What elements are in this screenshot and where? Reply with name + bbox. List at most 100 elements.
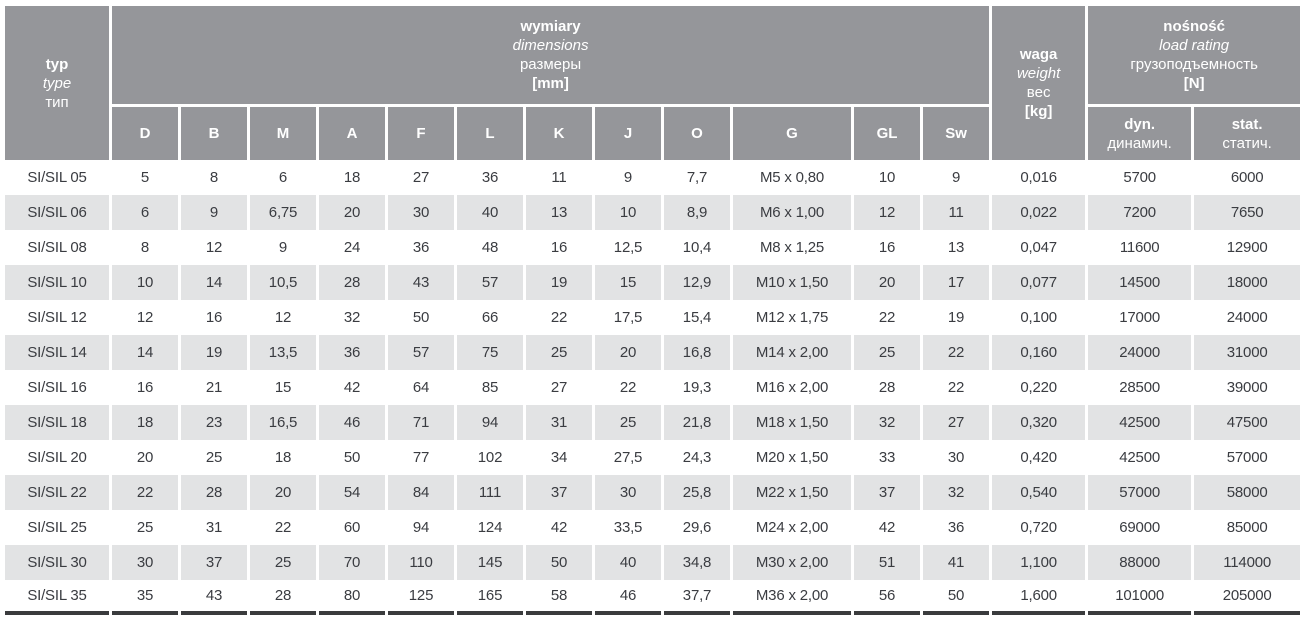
cell-dim: 14 bbox=[181, 265, 247, 300]
cell-dim: M16 x 2,00 bbox=[733, 370, 851, 405]
table-row: SI/SIL 30 30 37 25 70 110 145 50 40 34,8 M30 x 2,0… bbox=[5, 545, 1301, 580]
cell-type: SI/SIL 06 bbox=[5, 195, 109, 230]
table-row: SI/SIL 12 12 16 12 32 50 66 22 17,5 15,4 M12 x 1,7… bbox=[5, 300, 1301, 335]
load-unit: [N] bbox=[1183, 75, 1205, 92]
table-row: SI/SIL 14 14 19 13,5 36 57 75 25 20 16,8 M14 x 2,0… bbox=[5, 335, 1301, 370]
col-header-f: F bbox=[388, 107, 454, 160]
cell-dim: 25,8 bbox=[664, 475, 730, 510]
spec-table: typ type тип wymiary dimensions размеры … bbox=[2, 6, 1303, 615]
cell-dim: 125 bbox=[388, 580, 454, 615]
cell-dim: 9 bbox=[250, 230, 316, 265]
cell-dim: 20 bbox=[595, 335, 661, 370]
cell-dim: 31 bbox=[526, 405, 592, 440]
cell-dim: 46 bbox=[319, 405, 385, 440]
cell-dim: 42 bbox=[319, 370, 385, 405]
cell-dim: 31 bbox=[181, 510, 247, 545]
cell-weight: 0,160 bbox=[992, 335, 1086, 370]
table-row: SI/SIL 20 20 25 18 50 77 102 34 27,5 24,3 M20 x 1,… bbox=[5, 440, 1301, 475]
cell-dim: 46 bbox=[595, 580, 661, 615]
cell-stat: 57000 bbox=[1194, 440, 1301, 475]
cell-dim: 64 bbox=[388, 370, 454, 405]
col-header-l: L bbox=[457, 107, 523, 160]
col-header-b: B bbox=[181, 107, 247, 160]
dimensions-label-en: dimensions bbox=[512, 37, 589, 54]
cell-dim: 13 bbox=[526, 195, 592, 230]
cell-dim: 77 bbox=[388, 440, 454, 475]
table-body: SI/SIL 05 5 8 6 18 27 36 11 9 7,7 M5 x 0,80 10 9 0,01… bbox=[5, 160, 1301, 615]
cell-dim: 25 bbox=[181, 440, 247, 475]
type-label-ru: тип bbox=[45, 93, 69, 111]
cell-dim: 29,6 bbox=[664, 510, 730, 545]
cell-dim: 25 bbox=[250, 545, 316, 580]
col-header-o: O bbox=[664, 107, 730, 160]
cell-dyn: 14500 bbox=[1088, 265, 1192, 300]
cell-dim: 28 bbox=[181, 475, 247, 510]
cell-dim: 10 bbox=[112, 265, 178, 300]
cell-dim: 56 bbox=[854, 580, 920, 615]
cell-dim: M18 x 1,50 bbox=[733, 405, 851, 440]
cell-dim: 84 bbox=[388, 475, 454, 510]
cell-dim: 30 bbox=[923, 440, 990, 475]
table-row: SI/SIL 16 16 21 15 42 64 85 27 22 19,3 M16 x 2,00 2… bbox=[5, 370, 1301, 405]
cell-weight: 0,320 bbox=[992, 405, 1086, 440]
cell-dim: 50 bbox=[388, 300, 454, 335]
cell-dim: M24 x 2,00 bbox=[733, 510, 851, 545]
cell-dim: 36 bbox=[319, 335, 385, 370]
cell-dim: 18 bbox=[112, 405, 178, 440]
cell-dim: 23 bbox=[181, 405, 247, 440]
cell-dim: M5 x 0,80 bbox=[733, 160, 851, 195]
cell-dim: 50 bbox=[526, 545, 592, 580]
cell-weight: 0,420 bbox=[992, 440, 1086, 475]
cell-dim: 66 bbox=[457, 300, 523, 335]
cell-dim: 13 bbox=[923, 230, 990, 265]
cell-dim: 12,9 bbox=[664, 265, 730, 300]
cell-dim: 33 bbox=[854, 440, 920, 475]
cell-dim: 27,5 bbox=[595, 440, 661, 475]
cell-dim: 27 bbox=[923, 405, 990, 440]
cell-weight: 0,720 bbox=[992, 510, 1086, 545]
cell-stat: 31000 bbox=[1194, 335, 1301, 370]
cell-dim: 9 bbox=[923, 160, 990, 195]
stat-label-en: stat. bbox=[1231, 115, 1263, 133]
cell-dim: 13,5 bbox=[250, 335, 316, 370]
cell-dim: 15 bbox=[250, 370, 316, 405]
cell-dim: 102 bbox=[457, 440, 523, 475]
cell-stat: 114000 bbox=[1194, 545, 1301, 580]
cell-dyn: 11600 bbox=[1088, 230, 1192, 265]
dimensions-label-ru: размеры bbox=[519, 56, 582, 73]
table-row: SI/SIL 10 10 14 10,5 28 43 57 19 15 12,9 M10 x 1,5… bbox=[5, 265, 1301, 300]
cell-weight: 0,047 bbox=[992, 230, 1086, 265]
cell-dim: 36 bbox=[388, 230, 454, 265]
col-header-stat: stat. статич. bbox=[1194, 107, 1301, 160]
cell-dim: 18 bbox=[250, 440, 316, 475]
cell-dim: 40 bbox=[457, 195, 523, 230]
table-row: SI/SIL 18 18 23 16,5 46 71 94 31 25 21,8 M18 x 1,5… bbox=[5, 405, 1301, 440]
weight-label-pl: waga bbox=[1019, 46, 1058, 63]
cell-weight: 0,077 bbox=[992, 265, 1086, 300]
table-row: SI/SIL 22 22 28 20 54 84 111 37 30 25,8 M22 x 1,50… bbox=[5, 475, 1301, 510]
cell-dim: 54 bbox=[319, 475, 385, 510]
cell-dim: 21 bbox=[181, 370, 247, 405]
cell-dim: 17,5 bbox=[595, 300, 661, 335]
cell-type: SI/SIL 30 bbox=[5, 545, 109, 580]
cell-dyn: 88000 bbox=[1088, 545, 1192, 580]
table-row: SI/SIL 35 35 43 28 80 125 165 58 46 37,7 M36 x 2,0… bbox=[5, 580, 1301, 615]
cell-dim: 42 bbox=[854, 510, 920, 545]
cell-dim: 19 bbox=[923, 300, 990, 335]
cell-dim: 15 bbox=[595, 265, 661, 300]
cell-dim: 75 bbox=[457, 335, 523, 370]
table-row: SI/SIL 05 5 8 6 18 27 36 11 9 7,7 M5 x 0,80 10 9 0,01… bbox=[5, 160, 1301, 195]
cell-dim: 70 bbox=[319, 545, 385, 580]
cell-dim: 6,75 bbox=[250, 195, 316, 230]
col-group-dimensions: wymiary dimensions размеры [mm] bbox=[112, 6, 990, 107]
cell-dim: 30 bbox=[112, 545, 178, 580]
cell-dim: 10 bbox=[854, 160, 920, 195]
cell-dim: 9 bbox=[181, 195, 247, 230]
cell-dim: 19,3 bbox=[664, 370, 730, 405]
cell-dim: 42 bbox=[526, 510, 592, 545]
cell-dim: 24,3 bbox=[664, 440, 730, 475]
cell-dim: 10,4 bbox=[664, 230, 730, 265]
col-header-j: J bbox=[595, 107, 661, 160]
cell-dim: 22 bbox=[595, 370, 661, 405]
cell-dim: 37 bbox=[181, 545, 247, 580]
